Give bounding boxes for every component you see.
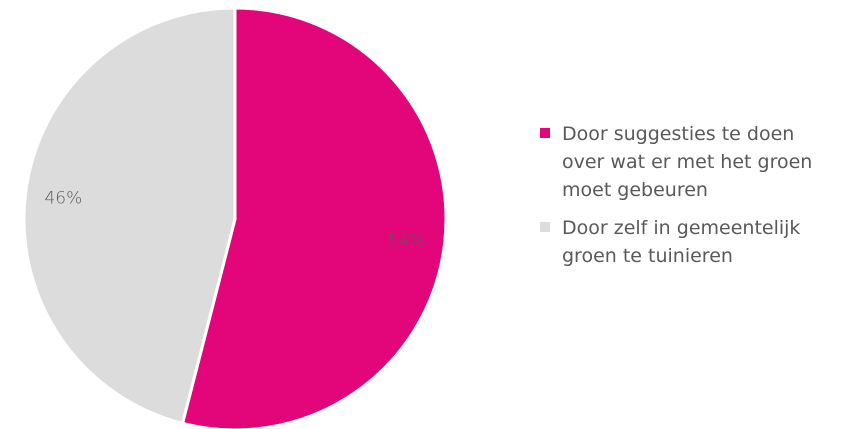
legend-label-suggesties: Door suggesties te doen over wat er met … xyxy=(562,123,813,201)
pie-slice-1 xyxy=(22,6,237,425)
data-label-0: 54% xyxy=(388,232,426,252)
pie-data-labels: 54% 46% xyxy=(44,188,425,251)
legend-swatch-tuinieren xyxy=(540,222,550,232)
legend-item-suggesties: Door suggesties te doen over wat er met … xyxy=(540,120,840,204)
chart-legend: Door suggesties te doen over wat er met … xyxy=(540,120,840,280)
legend-label-tuinieren: Door zelf in gemeentelijk groen te tuini… xyxy=(562,217,801,267)
legend-item-tuinieren: Door zelf in gemeentelijk groen te tuini… xyxy=(540,214,840,270)
data-label-1: 46% xyxy=(44,188,82,208)
pie-slices xyxy=(22,6,448,429)
pie-slice-0 xyxy=(181,6,448,429)
legend-swatch-suggesties xyxy=(540,128,550,138)
